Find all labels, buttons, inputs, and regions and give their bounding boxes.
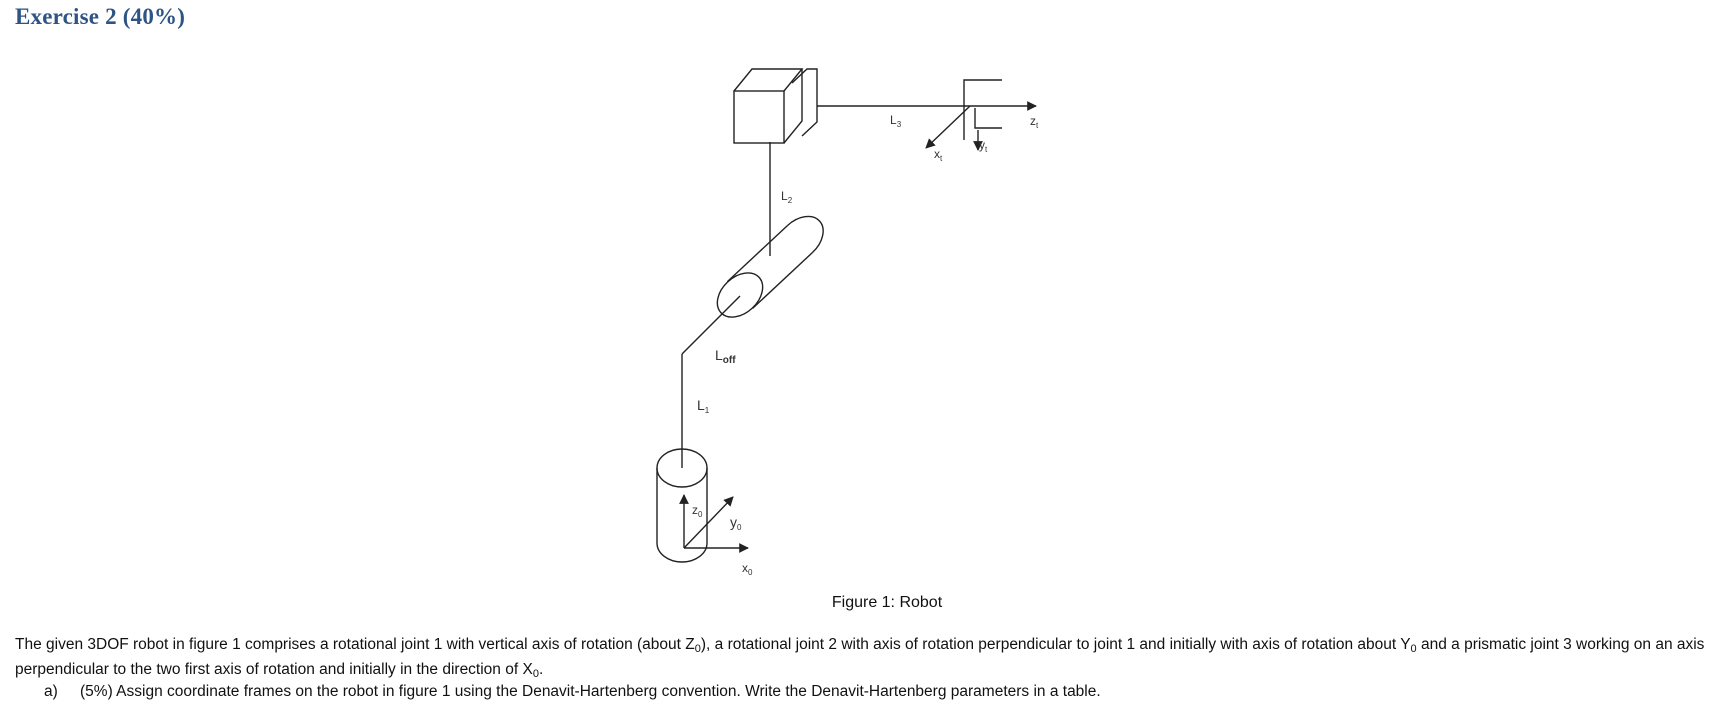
label-zt: zt [1030,114,1039,130]
label-l1: L1 [697,397,710,415]
label-loff: Loff [715,347,736,366]
label-yt: yt [979,138,988,154]
figure-caption: Figure 1: Robot [831,594,943,611]
label-xt: xt [934,147,943,163]
link-loff [681,295,741,355]
joint2-cylinder [716,215,824,318]
label-x0: x0 [742,561,753,577]
problem-description: The given 3DOF robot in figure 1 compris… [15,636,1705,680]
label-y0: y0 [730,514,742,532]
question-a-label: a) [44,683,58,700]
label-l3: L3 [890,113,902,129]
joint3-box [733,68,818,144]
question-a: a) (5%) Assign coordinate frames on the r… [44,682,1101,702]
exercise-heading: Exercise 2 (40%) [15,4,186,29]
axis-xt-arrow [925,105,971,149]
question-a-text: (5%) Assign coordinate frames on the rob… [80,683,1101,700]
gripper [963,79,1002,140]
label-l2: L2 [781,189,793,205]
label-z0: z0 [692,503,703,519]
axis-y0-arrow [683,496,734,549]
